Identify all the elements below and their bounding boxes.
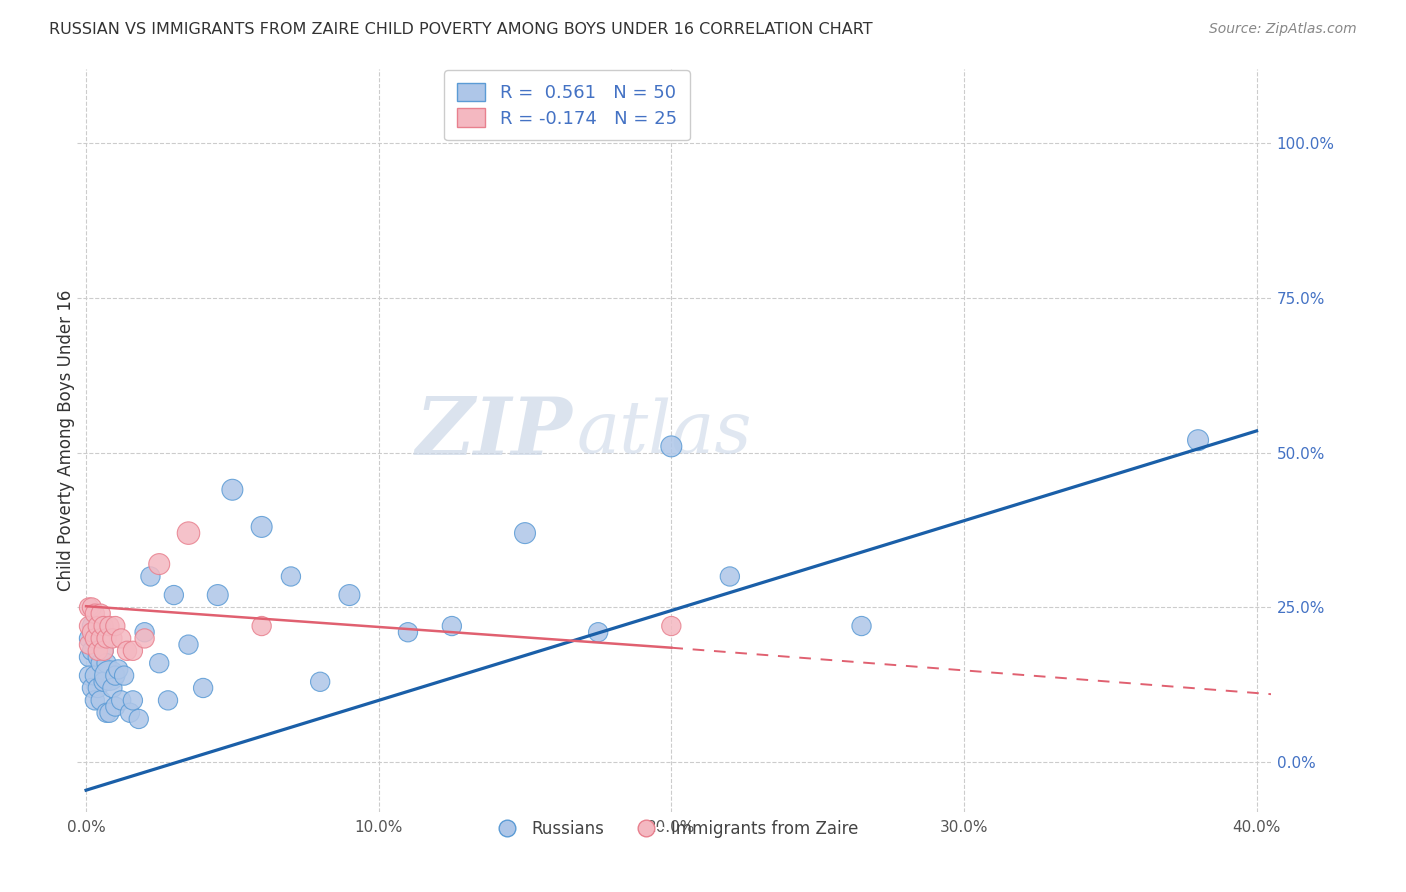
Point (148, 657, 170, 671)
Point (134, 632, 156, 646)
Point (83, 668, 105, 682)
Point (90, 632, 112, 646)
Point (90, 657, 112, 671)
Point (191, 681, 214, 695)
Point (77, 619, 100, 633)
Point (128, 712, 150, 726)
Point (80, 600, 103, 615)
Point (659, 619, 682, 633)
Point (80, 625, 103, 640)
Point (98, 619, 121, 633)
Point (107, 662, 129, 676)
Point (156, 693, 179, 707)
Point (93, 644, 115, 658)
Point (122, 693, 145, 707)
Point (309, 674, 332, 689)
Point (83, 632, 105, 646)
Point (77, 600, 100, 615)
Point (118, 706, 141, 720)
Point (1187, 433, 1209, 447)
Point (718, 569, 741, 583)
Point (98, 668, 121, 682)
Point (87, 681, 110, 695)
Point (87, 644, 110, 658)
Point (77, 650, 100, 665)
Point (90, 619, 112, 633)
Y-axis label: Child Poverty Among Boys Under 16: Child Poverty Among Boys Under 16 (58, 290, 75, 591)
Point (90, 693, 112, 707)
Point (83, 693, 105, 707)
Point (96, 657, 118, 671)
Point (96, 632, 118, 646)
Point (101, 632, 124, 646)
Point (280, 569, 302, 583)
Point (104, 699, 127, 714)
Point (250, 619, 273, 633)
Point (80, 681, 103, 695)
Point (96, 706, 118, 720)
Point (115, 644, 138, 658)
Point (93, 674, 115, 689)
Point (104, 619, 127, 633)
Point (83, 607, 105, 621)
Legend: Russians, Immigrants from Zaire: Russians, Immigrants from Zaire (484, 814, 865, 845)
Point (851, 619, 873, 633)
Point (93, 619, 115, 633)
Point (513, 526, 536, 541)
Point (87, 650, 110, 665)
Point (339, 588, 361, 602)
Point (177, 638, 200, 652)
Point (250, 520, 273, 534)
Point (207, 588, 229, 602)
Text: Source: ZipAtlas.com: Source: ZipAtlas.com (1209, 22, 1357, 37)
Point (177, 526, 200, 541)
Point (440, 619, 463, 633)
Point (93, 644, 115, 658)
Point (139, 569, 162, 583)
Point (163, 588, 186, 602)
Point (110, 632, 132, 646)
Point (134, 625, 156, 640)
Point (122, 644, 145, 658)
Point (148, 557, 170, 571)
Text: RUSSIAN VS IMMIGRANTS FROM ZAIRE CHILD POVERTY AMONG BOYS UNDER 16 CORRELATION C: RUSSIAN VS IMMIGRANTS FROM ZAIRE CHILD P… (49, 22, 873, 37)
Point (90, 607, 112, 621)
Point (396, 625, 419, 640)
Point (80, 619, 103, 633)
Point (80, 644, 103, 658)
Point (87, 619, 110, 633)
Point (110, 693, 132, 707)
Point (77, 638, 100, 652)
Point (77, 668, 100, 682)
Point (77, 632, 100, 646)
Text: ZIP: ZIP (416, 394, 572, 472)
Point (586, 625, 609, 640)
Point (83, 632, 105, 646)
Point (221, 483, 243, 497)
Text: atlas: atlas (576, 398, 752, 468)
Point (101, 681, 124, 695)
Point (104, 668, 127, 682)
Point (659, 439, 682, 453)
Point (98, 706, 121, 720)
Point (112, 668, 135, 682)
